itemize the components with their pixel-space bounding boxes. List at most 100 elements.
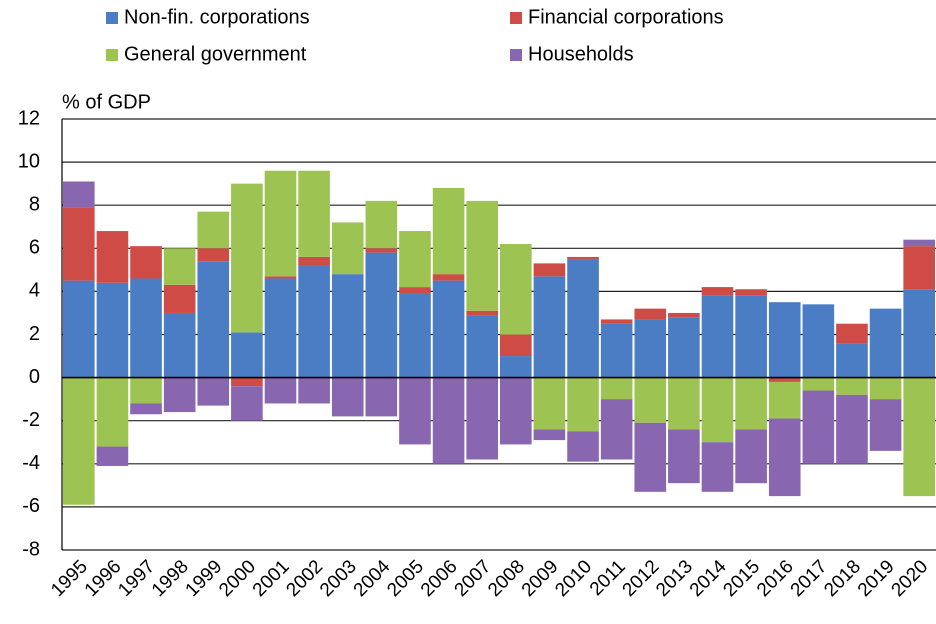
bar-segment <box>163 312 196 378</box>
bar-segment <box>365 200 398 249</box>
bar-segment <box>399 293 431 378</box>
bar-segment <box>96 231 129 283</box>
bar-segment <box>399 287 431 294</box>
bar-segment <box>197 211 230 249</box>
bar-segment <box>63 280 95 378</box>
bar-segment <box>869 399 902 451</box>
y-tick-label: -6 <box>22 495 40 517</box>
bar-segment <box>231 377 263 387</box>
bar-segment <box>802 304 835 378</box>
bar-segment <box>466 310 498 316</box>
bar-segment <box>197 248 230 262</box>
bar-segment <box>231 183 263 333</box>
x-tick-label: 1998 <box>148 556 193 601</box>
bar-segment <box>432 377 465 464</box>
bar-segment <box>63 181 95 208</box>
bar-segment <box>836 323 868 344</box>
y-tick-label: 4 <box>29 280 40 302</box>
bar-segment <box>533 429 566 441</box>
legend-label: General government <box>124 43 307 65</box>
bar-segment <box>466 377 498 460</box>
bar-segment <box>130 377 162 404</box>
bar-segment <box>130 246 162 279</box>
bar-segment <box>331 274 364 378</box>
bar-segment <box>163 284 196 313</box>
bar-segment <box>500 377 532 445</box>
bar-segment <box>600 319 633 324</box>
x-tick-label: 2008 <box>484 556 529 601</box>
x-tick-label: 2004 <box>350 556 395 601</box>
bar-segment <box>701 295 734 378</box>
bar-segment <box>701 442 734 492</box>
y-tick-label: 2 <box>29 323 40 345</box>
legend-swatch <box>510 12 522 24</box>
y-tick-label: -8 <box>22 538 40 560</box>
x-tick-label: 2017 <box>787 556 832 601</box>
bar-segment <box>567 259 599 378</box>
bar-segment <box>735 377 767 430</box>
x-tick-label: 2000 <box>215 556 260 601</box>
bar-segment <box>130 278 162 378</box>
bar-segment <box>668 377 700 430</box>
bar-segment <box>365 252 398 378</box>
x-tick-label: 2001 <box>249 556 294 601</box>
bar-segment <box>264 276 297 279</box>
bar-segment <box>533 263 566 277</box>
x-tick-label: 2019 <box>854 556 899 601</box>
x-tick-label: 2009 <box>518 556 563 601</box>
bar-segment <box>836 377 868 395</box>
y-tick-label: 10 <box>18 150 40 172</box>
bar-segment <box>197 261 230 378</box>
bar-segment <box>634 308 667 320</box>
y-tick-label: -4 <box>22 452 40 474</box>
bar-segment <box>96 446 129 466</box>
legend-label: Non-fin. corporations <box>124 6 310 28</box>
bar-segment <box>298 377 330 404</box>
bar-segment <box>903 377 935 497</box>
x-tick-label: 1999 <box>182 556 227 601</box>
bar-segment <box>298 256 330 266</box>
x-tick-label: 2010 <box>551 556 596 601</box>
legend-swatch <box>106 49 118 61</box>
y-axis-label: % of GDP <box>62 91 151 113</box>
bar-segment <box>836 394 868 464</box>
bar-segment <box>869 377 902 400</box>
bar-segment <box>466 200 498 311</box>
x-tick-label: 2014 <box>686 556 731 601</box>
bar-segment <box>432 274 465 281</box>
x-tick-label: 2002 <box>282 556 327 601</box>
bar-segment <box>768 381 801 419</box>
bar-segment <box>735 429 767 484</box>
x-tick-label: 2006 <box>417 556 462 601</box>
bar-segment <box>63 207 95 281</box>
bar-segment <box>63 377 95 505</box>
bar-segment <box>600 377 633 400</box>
x-tick-label: 2003 <box>316 556 361 601</box>
bar-segment <box>264 170 297 277</box>
x-tick-label: 2020 <box>888 556 933 601</box>
bar-segment <box>432 187 465 275</box>
legend-label: Financial corporations <box>528 6 724 28</box>
bar-segment <box>500 356 532 378</box>
bar-segment <box>567 256 599 260</box>
legend-swatch <box>106 12 118 24</box>
bar-segment <box>668 317 700 378</box>
bar-segment <box>331 222 364 275</box>
bar-segment <box>163 377 196 413</box>
bar-segment <box>365 248 398 253</box>
y-tick-label: 6 <box>29 237 40 259</box>
legend-swatch <box>510 49 522 61</box>
x-tick-label: 2016 <box>753 556 798 601</box>
bar-segment <box>533 377 566 430</box>
bar-segment <box>533 276 566 378</box>
bar-segment <box>701 377 734 443</box>
x-tick-label: 1995 <box>47 556 92 601</box>
bar-segment <box>500 334 532 357</box>
bar-segment <box>399 231 431 288</box>
bar-segment <box>903 246 935 290</box>
bar-segment <box>634 377 667 423</box>
bar-segment <box>567 431 599 462</box>
bar-segment <box>701 287 734 296</box>
bar-segment <box>634 422 667 492</box>
